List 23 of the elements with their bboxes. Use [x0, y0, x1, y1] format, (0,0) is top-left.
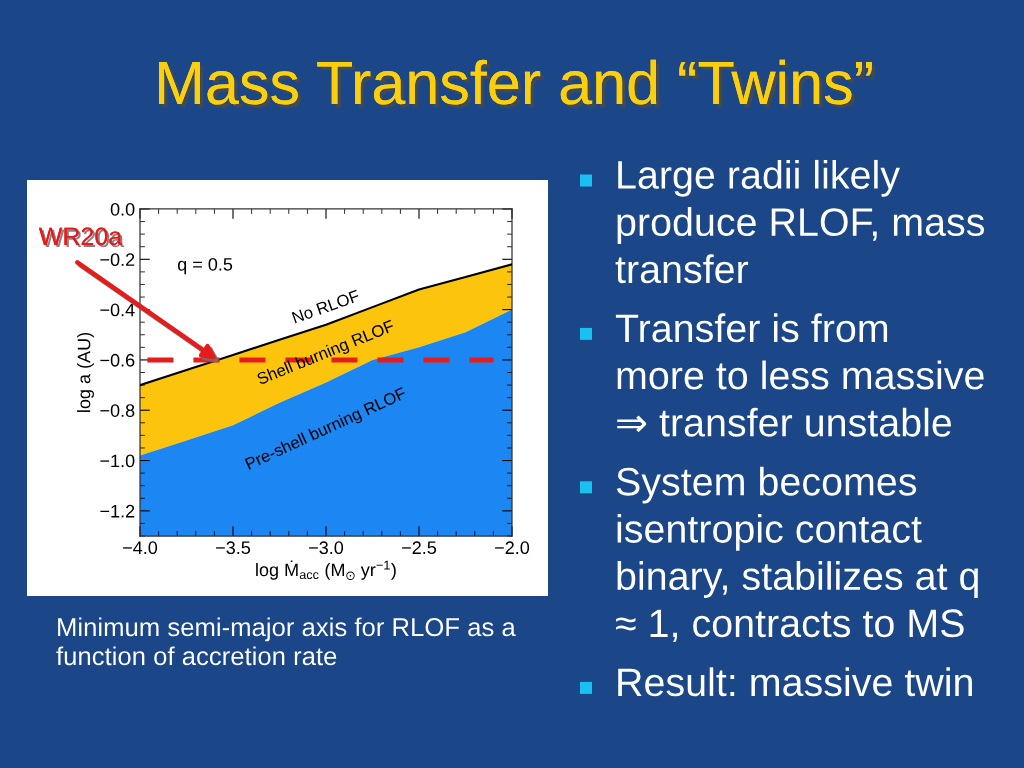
x-tick-label: −2.5 [402, 541, 437, 555]
y-tick-label: −0.2 [100, 253, 135, 267]
text: WR20a [38, 227, 125, 248]
y-axis-title: log a (AU) [77, 332, 94, 412]
text: System becomes isentropic contact binary, stabilizes at q ≈ 1, contracts to MS [616, 466, 978, 642]
annotation: q = 0.5 [177, 257, 233, 275]
text: Minimum semi-major axis for RLOF as a function of accretion rate [56, 617, 516, 666]
chart-title: Mass Transfer and “Twins” [159, 59, 876, 109]
y-tick-label: −0.6 [100, 353, 135, 367]
x-tick-label: −4.0 [123, 541, 158, 555]
y-tick-label: −1.2 [100, 504, 135, 518]
y-tick-label: −1.0 [100, 454, 135, 468]
y-tick-label: −0.4 [100, 303, 135, 317]
x-axis-title: log Ṁ$_{acc}$ (M$_{⊙}$ yr$^{−1}$) [256, 560, 396, 580]
text: Transfer is from more to less massive ⇒ transfer unstable [615, 313, 984, 437]
x-tick-label: −3.5 [216, 541, 251, 555]
text: Large radii likely produce RLOF, mass transfer [615, 159, 985, 284]
y-tick-label: −0.8 [100, 404, 135, 417]
series-label: No RLOF [291, 289, 361, 324]
x-tick-label: −3.0 [309, 541, 344, 555]
x-tick-label: −2.0 [495, 541, 530, 555]
text: Result: massive twin [618, 667, 972, 697]
y-tick-label: 0.0 [110, 202, 135, 216]
